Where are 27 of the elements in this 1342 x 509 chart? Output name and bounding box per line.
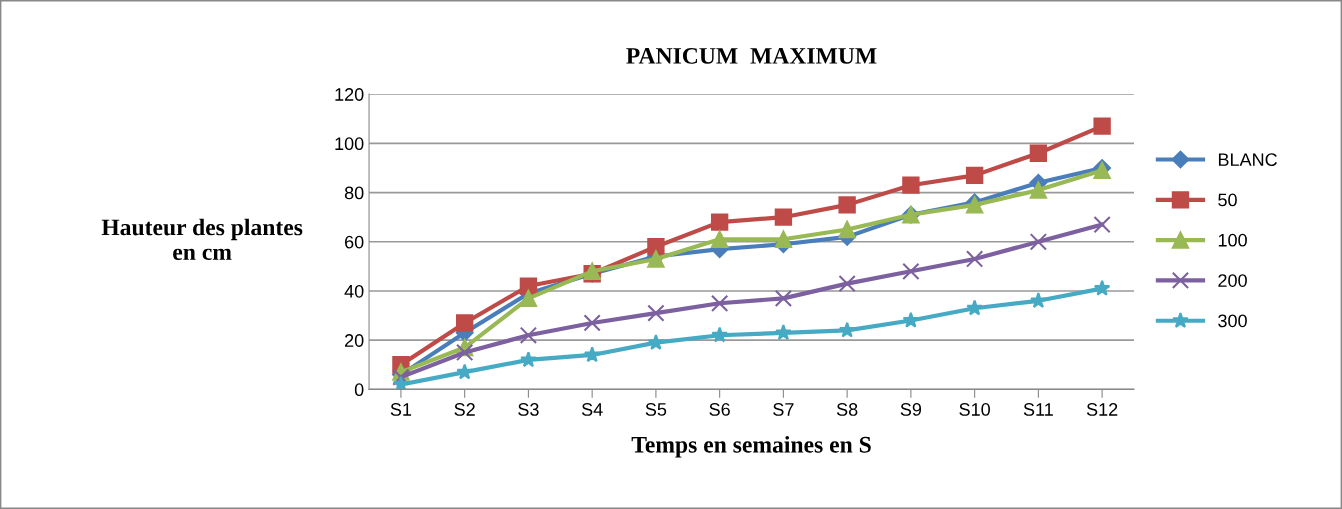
- x-tick-label: S2: [454, 403, 475, 416]
- legend-label: BLANC: [1218, 153, 1277, 167]
- x-tick-label: S7: [773, 403, 794, 416]
- x-tick-label: S5: [645, 403, 667, 416]
- x-tick-label: S1: [390, 403, 412, 416]
- y-tick-label: 60: [345, 235, 364, 249]
- legend-label: 50: [1218, 193, 1237, 207]
- y-axis-title: Hauteur des plantes en cm: [101, 218, 303, 261]
- legend-label: 300: [1218, 314, 1247, 328]
- y-tick-label: 120: [335, 88, 364, 101]
- x-tick-label: S4: [581, 403, 603, 416]
- x-tick-label: S9: [900, 403, 922, 416]
- y-tick-label: 100: [335, 137, 364, 151]
- y-tick-label: 40: [344, 284, 364, 298]
- x-tick-label: S3: [518, 403, 539, 416]
- y-tick-label: 80: [344, 186, 364, 200]
- x-tick-label: S10: [959, 403, 990, 416]
- y-tick-label: 0: [354, 383, 364, 397]
- y-tick-label: 20: [345, 334, 364, 347]
- x-tick-label: S6: [709, 403, 730, 416]
- x-axis-title: Temps en semaines en S: [631, 436, 871, 458]
- legend-label: 100: [1218, 233, 1247, 247]
- x-tick-label: S12: [1086, 403, 1118, 416]
- chart-title: PANICUM MAXIMUM: [626, 47, 877, 64]
- legend-label: 200: [1218, 274, 1247, 287]
- x-tick-label: S11: [1023, 403, 1053, 416]
- x-tick-label: S8: [836, 403, 858, 416]
